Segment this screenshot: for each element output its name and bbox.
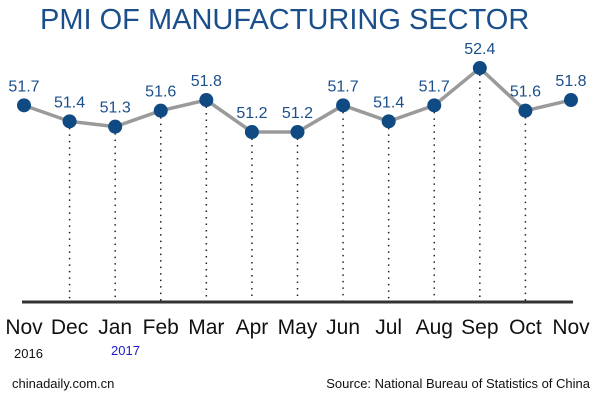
data-label: 51.8 bbox=[555, 73, 586, 90]
x-tick-label: Jun bbox=[326, 316, 360, 339]
data-label: 51.4 bbox=[373, 94, 404, 111]
source-note: Source: National Bureau of Statistics of… bbox=[326, 376, 590, 391]
data-point bbox=[336, 98, 351, 113]
x-tick-label: Nov bbox=[5, 316, 43, 339]
chart-title: PMI OF MANUFACTURING SECTOR bbox=[40, 4, 530, 36]
x-tick-label: Dec bbox=[51, 316, 88, 339]
data-point bbox=[564, 93, 578, 108]
data-point bbox=[153, 103, 168, 118]
data-label: 51.8 bbox=[191, 73, 222, 90]
data-label: 51.7 bbox=[328, 78, 359, 95]
x-tick-label: Apr bbox=[236, 316, 269, 339]
x-tick-label: Jan bbox=[98, 316, 132, 339]
year-label-2017: 2017 bbox=[111, 343, 140, 358]
data-label: 51.6 bbox=[145, 84, 176, 101]
x-tick-label: Mar bbox=[188, 316, 224, 339]
data-label: 51.2 bbox=[236, 105, 267, 122]
x-tick-label: Jul bbox=[375, 316, 402, 339]
site-credit: chinadaily.com.cn bbox=[12, 376, 115, 391]
data-point bbox=[244, 125, 259, 139]
data-point bbox=[199, 93, 214, 108]
year-label-2016: 2016 bbox=[14, 346, 43, 361]
data-point bbox=[290, 125, 305, 139]
x-tick-label: Feb bbox=[143, 316, 179, 339]
data-point bbox=[381, 114, 396, 129]
data-label: 51.3 bbox=[100, 100, 131, 117]
data-point bbox=[108, 119, 123, 134]
data-label: 51.7 bbox=[419, 78, 450, 95]
data-point bbox=[472, 61, 487, 76]
data-label: 51.6 bbox=[510, 84, 541, 101]
data-label: 51.4 bbox=[54, 94, 85, 111]
data-point bbox=[518, 103, 533, 118]
x-tick-label: Oct bbox=[509, 316, 542, 339]
data-label: 51.2 bbox=[282, 105, 313, 122]
x-tick-label: Aug bbox=[416, 316, 453, 339]
data-label: 51.7 bbox=[8, 78, 39, 95]
x-tick-label: Sep bbox=[461, 316, 498, 339]
data-point bbox=[427, 98, 442, 113]
x-tick-label: May bbox=[278, 316, 318, 339]
x-tick-label: Nov bbox=[552, 316, 590, 339]
data-label: 52.4 bbox=[464, 41, 495, 58]
data-point bbox=[17, 98, 31, 113]
data-point bbox=[62, 114, 77, 129]
